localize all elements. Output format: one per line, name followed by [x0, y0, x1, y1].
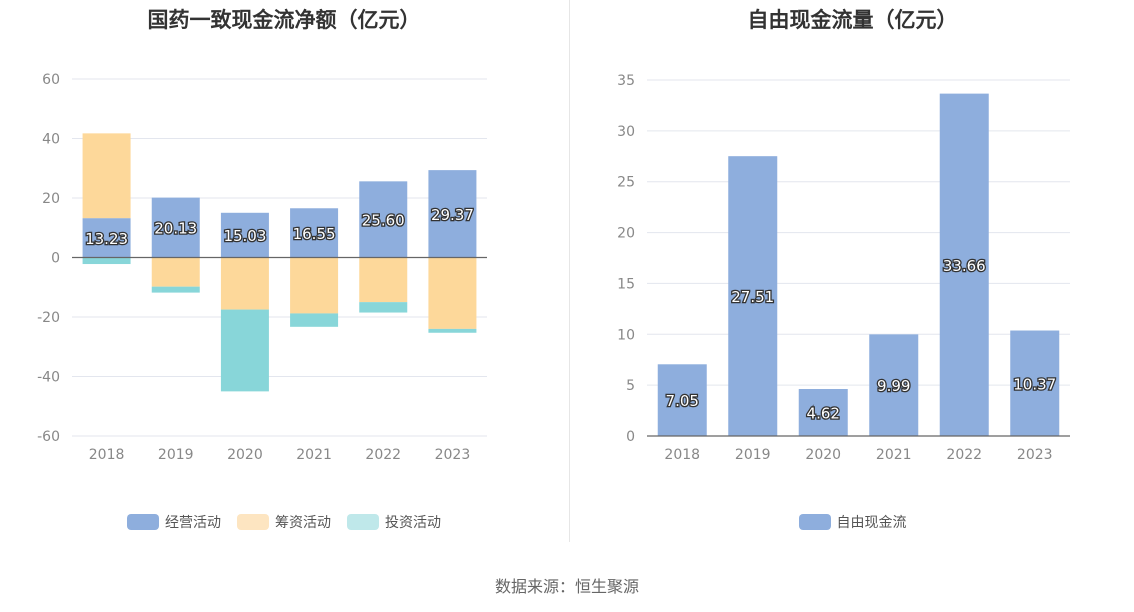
x-tick-label: 2018 — [89, 447, 125, 463]
data-label: 13.23 — [85, 230, 128, 248]
bar-series-1 — [428, 257, 477, 329]
data-label: 15.03 — [223, 227, 266, 245]
x-tick-label: 2023 — [1017, 447, 1053, 463]
bar-series-2 — [220, 309, 269, 392]
legend-item[interactable]: 经营活动 — [127, 512, 221, 532]
bar-primary — [798, 389, 848, 436]
chart-title: 自由现金流量（亿元） — [747, 8, 958, 32]
x-tick-label: 2019 — [158, 447, 194, 463]
legend-label: 自由现金流 — [836, 515, 907, 531]
data-label: 29.37 — [431, 206, 474, 224]
y-tick-label: -60 — [37, 429, 60, 445]
x-tick-label: 2020 — [227, 447, 263, 463]
y-tick-label: 20 — [617, 226, 635, 242]
data-source-note: 数据来源：恒生聚源 — [494, 577, 639, 596]
data-label: 25.60 — [362, 211, 405, 229]
legend-item[interactable]: 筹资活动 — [237, 512, 331, 532]
bar-series-2 — [151, 286, 200, 293]
bar-series-1 — [151, 257, 200, 287]
bar-series-2 — [290, 313, 339, 327]
chart-legend: 经营活动 筹资活动 投资活动 — [0, 512, 568, 532]
y-tick-label: 25 — [617, 175, 635, 191]
bar-series-1 — [82, 133, 131, 219]
y-tick-label: 15 — [617, 276, 635, 292]
data-label: 20.13 — [154, 220, 197, 238]
data-label: 27.51 — [731, 288, 774, 306]
bar-primary — [939, 93, 989, 437]
y-tick-label: 35 — [617, 73, 635, 89]
bar-primary — [657, 364, 707, 436]
bar-series-1 — [359, 257, 408, 303]
bar-series-1 — [290, 257, 339, 314]
bar-series-2 — [359, 302, 408, 313]
y-tick-label: 40 — [42, 132, 60, 148]
legend-item[interactable]: 投资活动 — [347, 512, 441, 532]
bar-primary — [359, 181, 408, 258]
bar-primary — [82, 218, 131, 258]
free-cash-flow-chart: 自由现金流量（亿元） 35 30 25 20 15 10 5 0 2018 2019 2020 202… — [571, 0, 1134, 545]
chart-legend: 自由现金流 — [571, 512, 1134, 532]
x-tick-label: 2019 — [735, 447, 771, 463]
bar-series-2 — [82, 257, 131, 265]
y-tick-label: 0 — [626, 429, 635, 445]
legend-label: 经营活动 — [165, 515, 221, 531]
net-cash-flow-chart: 国药一致现金流净额（亿元） 60 40 20 0 -20 -40 -60 2018 2019 20… — [0, 0, 568, 545]
data-label: 10.37 — [1013, 375, 1056, 393]
bar-primary — [220, 212, 269, 258]
legend-item[interactable]: 自由现金流 — [798, 512, 907, 532]
y-tick-label: 5 — [626, 378, 635, 394]
y-tick-label: 60 — [42, 72, 60, 88]
chart-title: 国药一致现金流净额（亿元） — [147, 8, 421, 32]
legend-swatch — [127, 514, 159, 530]
y-tick-label: 30 — [617, 124, 635, 140]
y-tick-label: 0 — [51, 251, 60, 267]
x-tick-label: 2021 — [876, 447, 912, 463]
legend-label: 筹资活动 — [275, 515, 331, 531]
bar-primary — [428, 170, 477, 258]
bar-primary — [290, 208, 339, 258]
y-tick-label: 10 — [617, 327, 635, 343]
bar-primary — [869, 334, 919, 436]
legend-label: 投资活动 — [385, 515, 441, 531]
x-tick-label: 2018 — [664, 447, 700, 463]
x-tick-label: 2021 — [296, 447, 332, 463]
panel-divider — [569, 0, 570, 542]
bar-primary — [728, 156, 778, 436]
data-label: 4.62 — [807, 405, 840, 423]
bar-primary — [1010, 330, 1060, 436]
x-tick-label: 2022 — [365, 447, 401, 463]
x-tick-label: 2020 — [805, 447, 841, 463]
legend-swatch — [237, 514, 269, 530]
data-label: 9.99 — [877, 377, 910, 395]
data-label: 16.55 — [293, 225, 336, 243]
net-cash-flow-plot: 60 40 20 0 -20 -40 -60 2018 2019 2020 2021 2022 2023… — [37, 72, 487, 463]
x-tick-label: 2022 — [946, 447, 982, 463]
data-label: 33.66 — [943, 257, 986, 275]
free-cash-flow-plot: 35 30 25 20 15 10 5 0 2018 2019 2020 2021 2022 2023 7.… — [617, 73, 1070, 463]
y-tick-label: -40 — [37, 370, 60, 386]
y-tick-label: 20 — [42, 191, 60, 207]
data-label: 7.05 — [666, 392, 699, 410]
y-tick-label: -20 — [37, 310, 60, 326]
x-tick-label: 2023 — [435, 447, 471, 463]
legend-swatch — [798, 514, 831, 530]
bar-primary — [151, 197, 200, 258]
bar-series-1 — [220, 257, 269, 310]
legend-swatch — [347, 514, 379, 530]
bar-series-2 — [428, 328, 477, 333]
